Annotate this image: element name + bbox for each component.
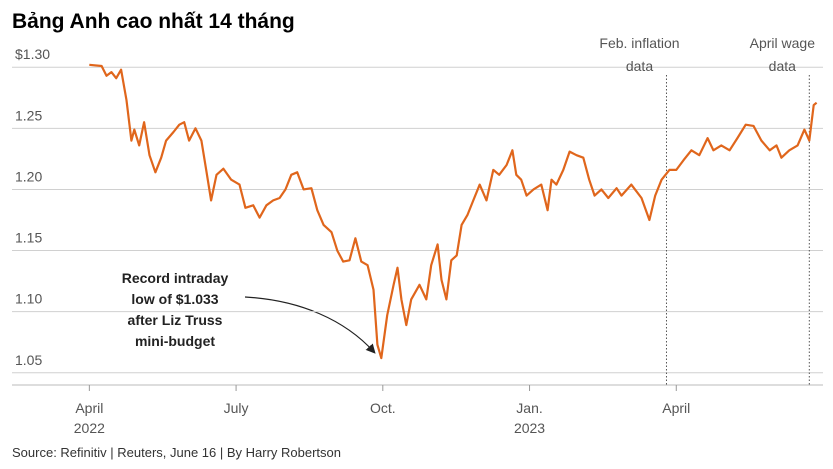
annotation-text: data <box>769 58 796 74</box>
y-tick-label: 1.05 <box>15 352 42 368</box>
y-tick-label: $1.30 <box>15 46 50 62</box>
chart-title: Bảng Anh cao nhất 14 tháng <box>12 10 295 33</box>
annotation-text: data <box>626 58 653 74</box>
x-sublabel: 2023 <box>514 420 545 436</box>
low-note: after Liz Truss <box>128 312 223 328</box>
y-tick-label: 1.20 <box>15 168 42 184</box>
source: Source: Refinitiv | Reuters, June 16 | B… <box>12 445 341 460</box>
x-tick-label: July <box>224 400 249 416</box>
x-tick-label: April <box>75 400 103 416</box>
x-tick-label: Oct. <box>370 400 396 416</box>
low-note: mini-budget <box>135 333 215 349</box>
arrow <box>244 296 376 354</box>
x-sublabel: 2022 <box>74 420 105 436</box>
y-tick-label: 1.10 <box>15 291 42 307</box>
y-tick-label: 1.25 <box>15 107 42 123</box>
annotation-text: Feb. inflation <box>599 35 679 51</box>
low-note: low of $1.033 <box>131 291 218 307</box>
price-line <box>89 63 818 360</box>
annotation-text: April wage <box>750 35 816 51</box>
x-tick-label: April <box>662 400 690 416</box>
y-tick-label: 1.15 <box>15 230 42 246</box>
x-tick-label: Jan. <box>516 400 542 416</box>
low-note: Record intraday <box>122 270 229 286</box>
